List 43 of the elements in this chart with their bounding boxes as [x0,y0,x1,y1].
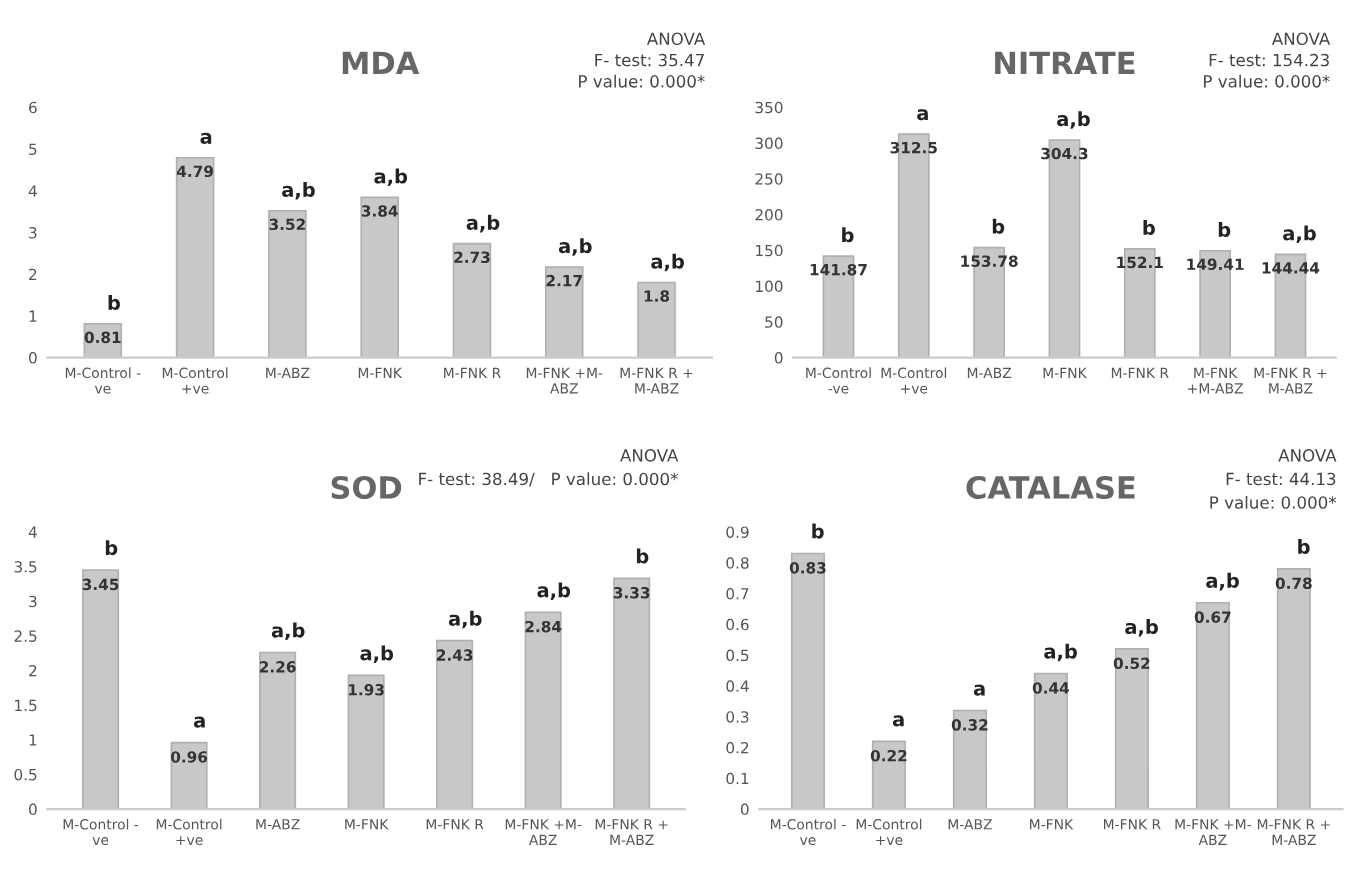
chart-title: MDA [342,51,420,74]
annotation: a,b [360,645,394,663]
annotation: a,b [558,238,592,256]
annotation: a,b [271,622,305,641]
annotation: b [1298,538,1310,555]
text: ANOVA [1271,32,1331,46]
annotation: b [1143,219,1155,236]
text: P value: 0.000* [1210,495,1337,509]
text: ANOVA [620,449,679,462]
text: ANOVA [646,32,706,46]
chart-title: SOD [331,475,402,500]
annotation: a [917,109,928,121]
text: F- test: 35.47 [595,53,704,67]
chart-title: NITRATE [995,51,1135,74]
annotation: a,b [1057,111,1090,129]
annotation: b [108,294,120,311]
annotation: b [992,218,1005,234]
annotation: a,b [374,168,408,187]
annotation: a,b [537,582,571,600]
annotation: a,b [282,181,315,200]
text: ANOVA [1278,449,1337,462]
annotation: a [892,715,904,727]
annotation: a,b [1044,643,1077,662]
annotation: b [842,227,854,243]
text: F- test: 38.49/ P value: 0.000* [419,472,678,487]
text: P value: 0.000* [1204,74,1330,88]
annotation: a,b [1206,572,1239,591]
annotation: b [1218,221,1231,237]
annotation: a [973,684,985,696]
annotation: a,b [1283,225,1316,243]
annotation: a,b [1125,619,1158,637]
annotation: b [636,548,649,564]
annotation: a [193,716,205,728]
annotation: a [200,132,212,144]
text: F- test: 154.23 [1209,53,1329,67]
text: F- test: 44.13 [1226,472,1336,486]
chart-title: CATALASE [966,475,1135,500]
annotation: b [105,540,118,556]
annotation: a,b [448,610,482,629]
text: P value: 0.000* [579,74,705,88]
annotation: b [812,523,824,539]
annotation: a,b [466,214,500,233]
annotation: a,b [651,253,684,272]
